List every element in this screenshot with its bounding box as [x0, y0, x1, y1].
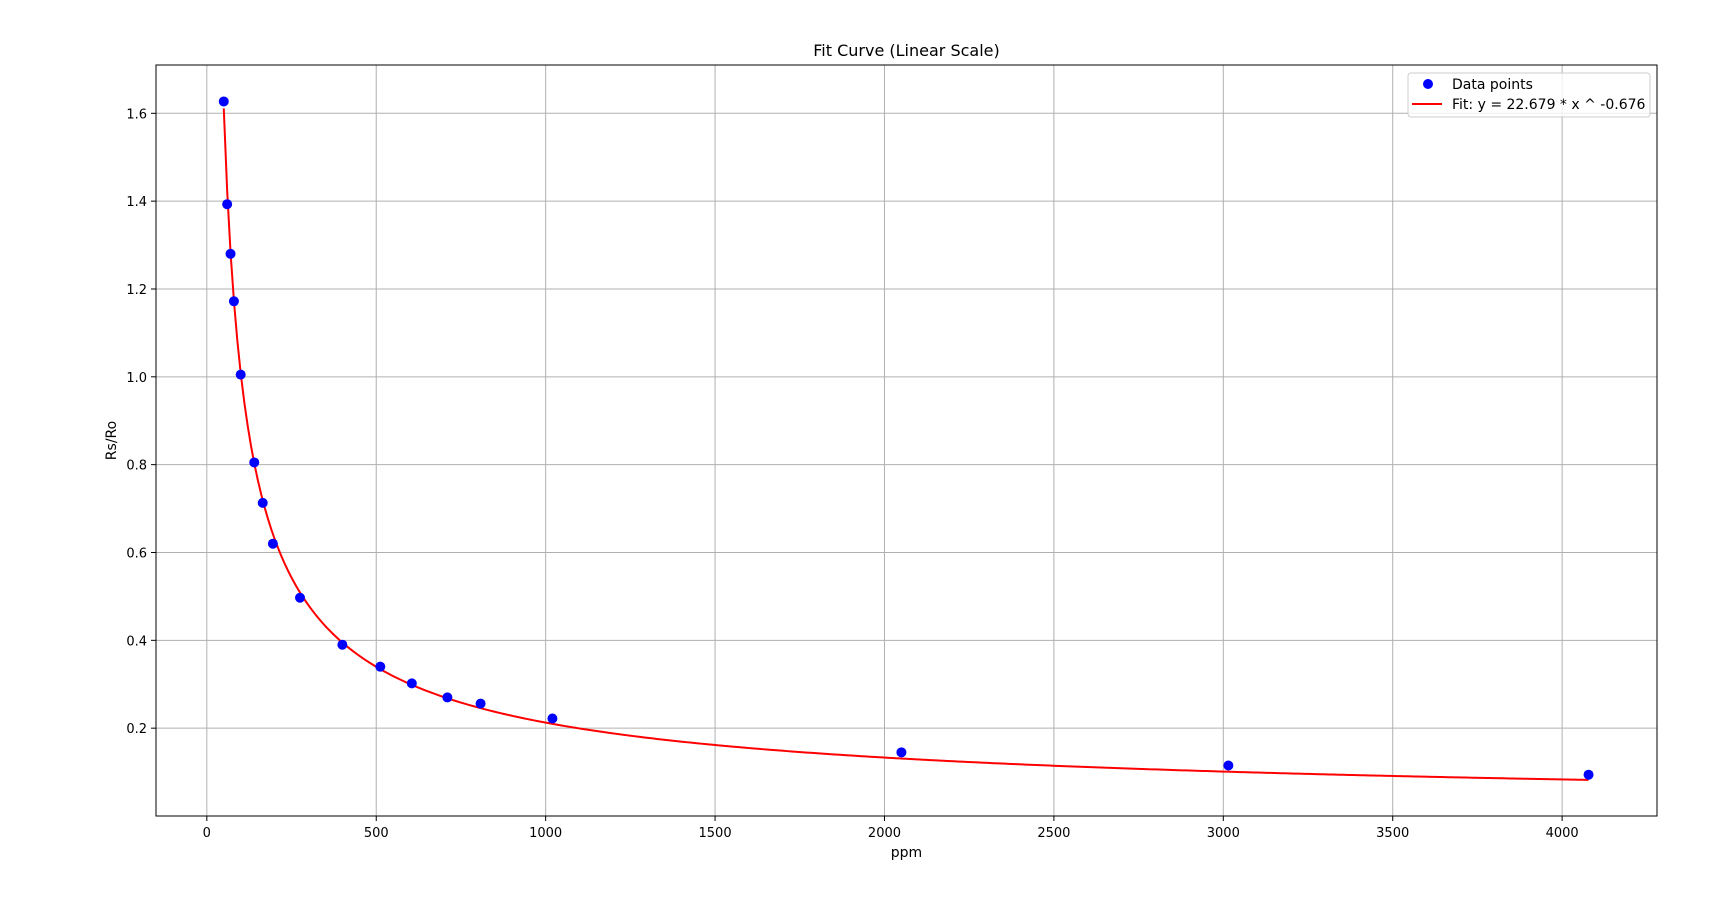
data-point — [375, 661, 386, 672]
data-point — [1223, 760, 1234, 771]
x-tick-label: 1500 — [699, 826, 732, 841]
data-point — [406, 678, 417, 689]
x-tick-label: 3000 — [1207, 826, 1240, 841]
data-point — [257, 497, 268, 508]
y-tick-label: 0.4 — [126, 634, 147, 649]
y-tick-label: 1.6 — [126, 107, 147, 122]
y-axis: 0.2 0.4 0.6 0.8 1.0 1.2 1.4 1.6 — [126, 107, 156, 737]
grid — [156, 65, 1657, 816]
data-point — [337, 639, 348, 650]
x-tick-label: 500 — [364, 826, 389, 841]
x-tick-label: 2000 — [868, 826, 901, 841]
y-tick-label: 0.2 — [126, 722, 147, 737]
x-tick-label: 2500 — [1037, 826, 1070, 841]
data-points-layer — [218, 96, 1594, 780]
y-tick-label: 1.4 — [126, 195, 147, 210]
data-point — [267, 538, 278, 549]
data-point — [295, 592, 306, 603]
y-tick-label: 1.2 — [126, 283, 147, 298]
x-tick-label: 4000 — [1546, 826, 1579, 841]
legend: Data points Fit: y = 22.679 * x ^ -0.676 — [1407, 72, 1651, 118]
y-axis-label: Rs/Ro — [104, 421, 120, 460]
x-tick-label: 0 — [203, 826, 211, 841]
data-point — [218, 96, 229, 107]
plot-frame — [155, 64, 1658, 817]
legend-box — [1407, 72, 1651, 118]
data-point — [475, 698, 486, 709]
data-point — [222, 199, 233, 210]
data-point — [249, 457, 260, 468]
data-point — [1583, 769, 1594, 780]
legend-label-fit: Fit: y = 22.679 * x ^ -0.676 — [1452, 97, 1646, 113]
x-tick-label: 3500 — [1376, 826, 1409, 841]
legend-label-data-points: Data points — [1452, 77, 1533, 93]
x-axis: 0 500 1000 1500 2000 2500 3000 3500 4000 — [203, 816, 1579, 841]
data-point — [228, 296, 239, 307]
data-point — [225, 248, 236, 259]
x-axis-label: ppm — [891, 845, 922, 861]
y-tick-label: 0.8 — [126, 459, 147, 474]
legend-marker-data-points — [1423, 79, 1433, 89]
chart-title: Fit Curve (Linear Scale) — [813, 41, 999, 60]
x-tick-label: 1000 — [529, 826, 562, 841]
data-point — [442, 692, 453, 703]
data-point — [896, 747, 907, 758]
y-tick-label: 0.6 — [126, 546, 147, 561]
y-tick-label: 1.0 — [126, 371, 147, 386]
data-point — [235, 369, 246, 380]
data-point — [547, 713, 558, 724]
